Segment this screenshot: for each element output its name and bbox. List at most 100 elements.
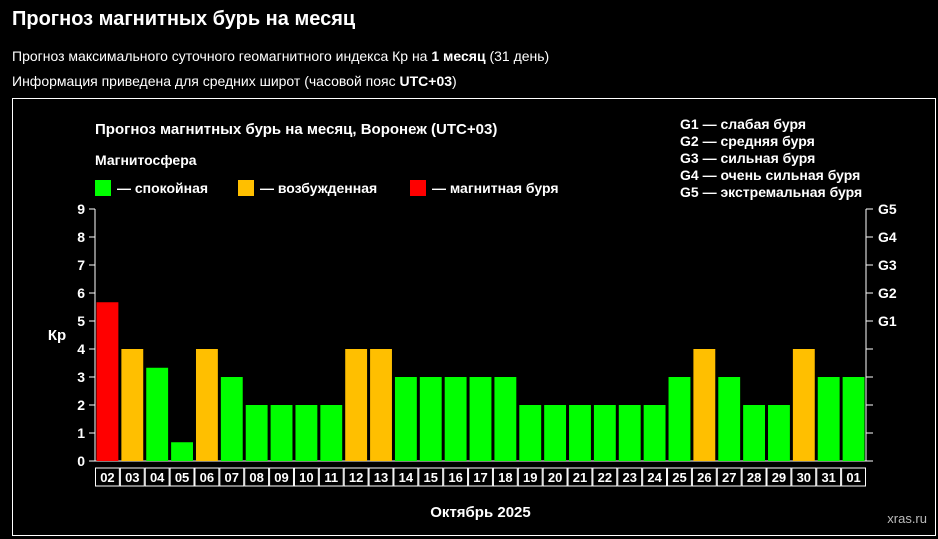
x-tick-box-16	[443, 467, 469, 487]
y-tick-label-4: 4	[77, 341, 85, 357]
x-tick-label-24: 24	[647, 470, 662, 485]
x-tick-label-06: 06	[200, 470, 214, 485]
bar-17	[469, 377, 492, 461]
bar-29	[768, 405, 790, 461]
legend-swatch-2	[410, 180, 426, 196]
bar-12	[345, 349, 368, 461]
timezone-text-1: Информация приведена для средних широт (…	[12, 73, 400, 89]
x-tick-label-29: 29	[772, 470, 786, 485]
x-tick-label-22: 22	[598, 470, 612, 485]
x-tick-box-04	[144, 467, 170, 487]
timezone-note: Информация приведена для средних широт (…	[12, 73, 457, 89]
x-tick-box-05	[169, 467, 195, 487]
bar-04	[146, 367, 169, 461]
y-tick-label-5: 5	[77, 313, 85, 329]
x-tick-box-26	[691, 467, 717, 487]
x-tick-box-22	[592, 467, 618, 487]
y-tick-label-7: 7	[77, 257, 85, 273]
bar-27	[718, 377, 741, 461]
x-tick-label-10: 10	[299, 470, 313, 485]
x-tick-box-09	[269, 467, 294, 487]
bar-30	[792, 349, 815, 461]
bar-28	[743, 405, 766, 461]
bar-18	[494, 377, 517, 461]
x-tick-box-11	[318, 467, 344, 487]
bar-03	[121, 349, 144, 461]
g-scale-entry-4: G5 — экстремальная буря	[680, 184, 862, 200]
bar-01	[842, 377, 865, 461]
g-scale-entry-0: G1 — слабая буря	[680, 116, 806, 132]
x-tick-box-24	[642, 467, 668, 487]
x-tick-box-28	[741, 467, 767, 487]
legend-title: Магнитосфера	[95, 152, 197, 168]
x-tick-label-27: 27	[722, 470, 736, 485]
right-tick-label-G2: G2	[878, 285, 897, 301]
bar-22	[593, 405, 616, 461]
x-tick-box-19	[517, 467, 543, 487]
right-tick-label-G1: G1	[878, 313, 897, 329]
page-title: Прогноз магнитных бурь на месяц	[12, 8, 356, 30]
kp-forecast-chart: Прогноз магнитных бурь на месяц, Воронеж…	[48, 116, 927, 526]
g-scale-entry-3: G4 — очень сильная буря	[680, 167, 860, 183]
timezone-text-2: )	[452, 73, 457, 89]
bar-10	[295, 405, 318, 461]
x-tick-label-05: 05	[175, 470, 189, 485]
timezone-value: UTC+03	[399, 73, 453, 89]
x-tick-label-28: 28	[747, 470, 761, 485]
x-tick-box-21	[567, 467, 593, 487]
x-tick-box-14	[393, 467, 419, 487]
bar-19	[519, 405, 542, 461]
x-tick-box-12	[343, 467, 369, 487]
right-tick-label-G5: G5	[878, 201, 897, 217]
right-tick-label-G4: G4	[878, 229, 897, 245]
x-tick-box-31	[816, 467, 842, 487]
bar-25	[668, 377, 691, 461]
legend-label-2: — магнитная буря	[432, 180, 559, 196]
x-tick-box-17	[468, 467, 493, 487]
bar-07	[220, 377, 243, 461]
bar-23	[618, 405, 641, 461]
y-axis-label: Кр	[48, 327, 66, 344]
x-tick-box-02	[95, 467, 120, 487]
x-tick-box-06	[194, 467, 220, 487]
x-tick-label-08: 08	[249, 470, 263, 485]
bar-26	[693, 349, 716, 461]
x-tick-label-15: 15	[424, 470, 438, 485]
description-days: (31 день)	[485, 48, 550, 64]
x-tick-box-13	[368, 467, 394, 487]
x-tick-label-23: 23	[622, 470, 636, 485]
bar-11	[320, 405, 343, 461]
legend-swatch-1	[238, 180, 254, 196]
x-tick-label-02: 02	[100, 470, 114, 485]
bar-15	[419, 377, 442, 461]
bar-06	[195, 349, 218, 461]
x-tick-box-20	[542, 467, 568, 487]
x-tick-label-01: 01	[846, 470, 860, 485]
x-tick-label-16: 16	[448, 470, 462, 485]
x-tick-label-20: 20	[548, 470, 562, 485]
legend-label-1: — возбужденная	[260, 180, 377, 196]
x-tick-label-11: 11	[324, 470, 338, 485]
y-tick-label-3: 3	[77, 369, 85, 385]
y-tick-label-1: 1	[77, 425, 85, 441]
y-tick-label-9: 9	[77, 201, 85, 217]
x-tick-box-01	[841, 467, 866, 487]
x-tick-label-12: 12	[349, 470, 363, 485]
x-tick-box-27	[716, 467, 742, 487]
x-axis-label: Октябрь 2025	[430, 504, 530, 521]
x-tick-box-07	[219, 467, 245, 487]
x-tick-box-25	[667, 467, 692, 487]
x-tick-label-30: 30	[797, 470, 811, 485]
x-tick-label-09: 09	[274, 470, 288, 485]
bar-13	[370, 349, 392, 461]
forecast-description: Прогноз максимального суточного геомагни…	[12, 48, 549, 64]
x-tick-box-23	[617, 467, 643, 487]
x-tick-label-14: 14	[399, 470, 414, 485]
x-tick-box-30	[791, 467, 817, 487]
x-tick-label-25: 25	[672, 470, 686, 485]
legend-swatch-0	[95, 180, 111, 196]
description-period: 1 месяц	[431, 48, 486, 64]
x-tick-label-03: 03	[125, 470, 139, 485]
x-tick-box-15	[418, 467, 444, 487]
x-tick-label-19: 19	[523, 470, 537, 485]
